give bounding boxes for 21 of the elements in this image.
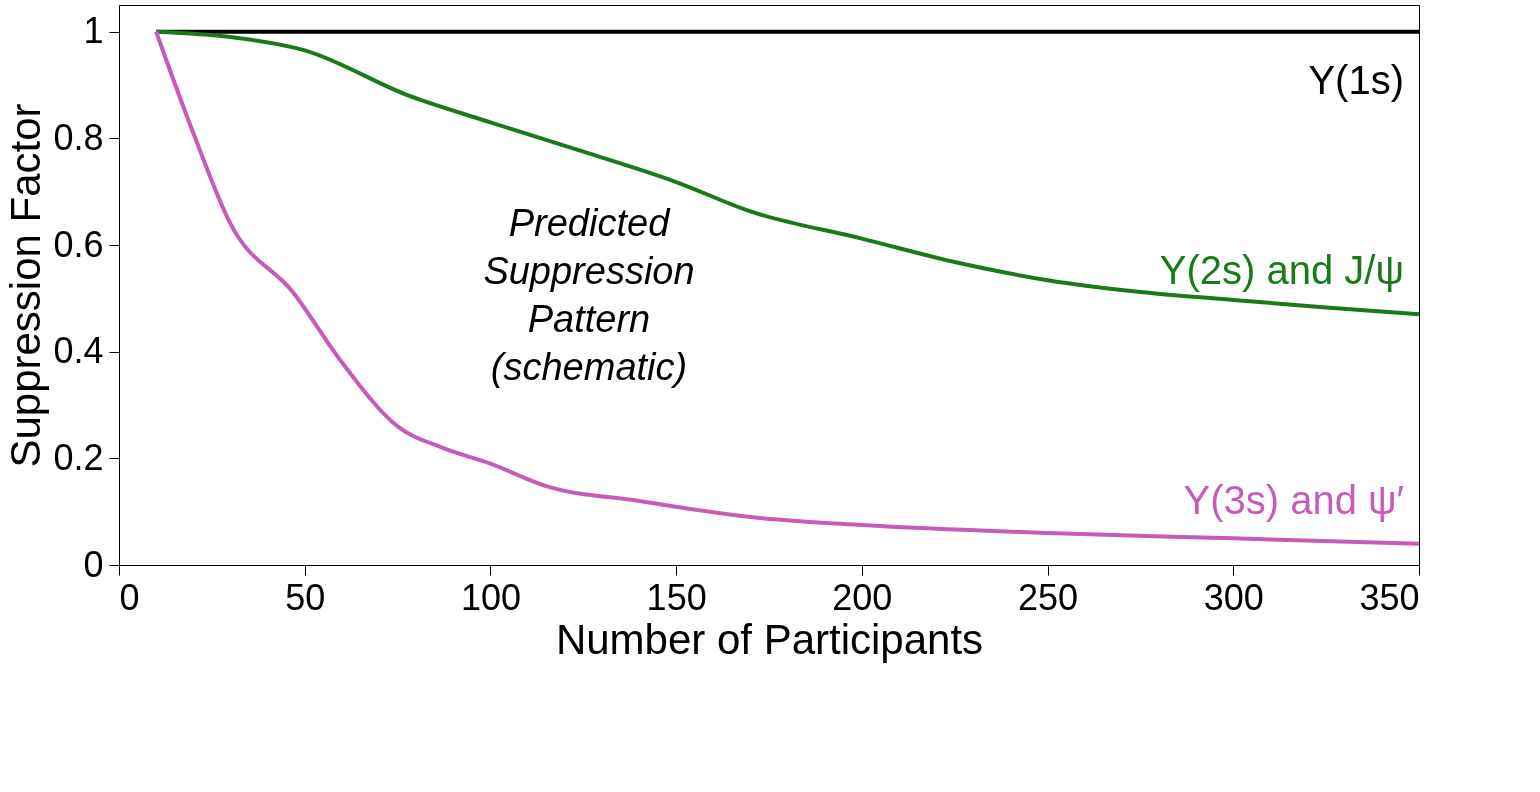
line-series xyxy=(154,29,1421,546)
y-tick-label: 0.8 xyxy=(53,116,104,158)
y-tick-label: 0.2 xyxy=(53,436,104,478)
y-axis-title: Suppression Factor xyxy=(2,103,50,468)
series-label: Υ(2s) and J/ψ xyxy=(1159,248,1404,293)
x-tick-label: 350 xyxy=(1359,576,1420,618)
y-tick-label: 0.6 xyxy=(53,223,104,265)
series-label: Υ(3s) and ψ′ xyxy=(1183,477,1404,522)
x-tick-label: 200 xyxy=(832,576,893,618)
x-tick-label: 300 xyxy=(1203,576,1264,618)
y-tick-label: 0 xyxy=(83,543,104,585)
x-tick-label: 250 xyxy=(1018,576,1079,618)
x-tick-label: 100 xyxy=(460,576,521,618)
y-tick-label: 0.4 xyxy=(53,330,104,372)
series-label: Υ(1s) xyxy=(1308,57,1404,102)
x-tick-label: 150 xyxy=(646,576,707,618)
x-axis-title: Number of Participants xyxy=(555,615,984,663)
x-tick-label: 0 xyxy=(119,576,140,618)
x-tick-label: 50 xyxy=(285,576,326,618)
y-tick-label: 1 xyxy=(83,10,104,52)
annotation: Predicted Suppression Pattern (schematic) xyxy=(483,202,695,388)
